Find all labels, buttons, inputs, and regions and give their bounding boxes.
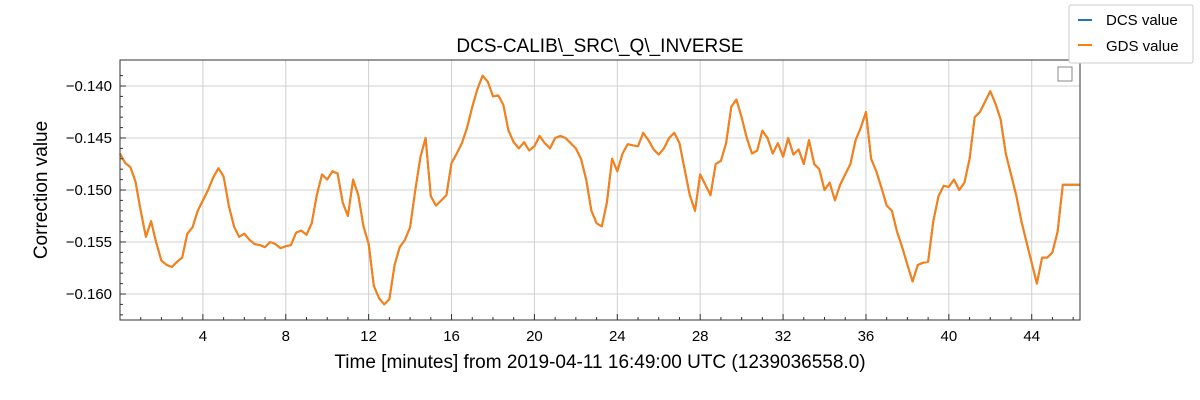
inner-legend-box [1057,66,1073,82]
series-line-gds [119,74,1080,306]
legend-label-dcs: DCS value [1106,12,1178,29]
y-tick-label: −0.160 [66,286,112,303]
x-tick-label: 28 [692,328,709,345]
x-tick-label: 32 [775,328,792,345]
legend: DCS value GDS value [1068,4,1194,64]
x-tick-label: 40 [940,328,957,345]
x-axis-title: Time [minutes] from 2019-04-11 16:49:00 … [334,352,865,373]
y-tick-label: −0.150 [66,182,112,199]
legend-label-gds: GDS value [1106,38,1179,55]
series-layer [119,74,1080,306]
x-tick-label: 8 [282,328,290,345]
grid-lines [120,60,1080,320]
y-tick-label: −0.145 [66,130,112,147]
chart-title: DCS-CALIB\_SRC\_Q\_INVERSE [456,36,743,57]
legend-frame [1068,4,1194,64]
x-tick-label: 16 [443,328,460,345]
y-tick-label: −0.140 [66,78,112,95]
x-tick-label: 20 [526,328,543,345]
axis-ticks: 4 8 12 16 20 24 28 32 36 40 44 −0.160 −0.155 −0.150 −0… [66,75,1074,345]
x-tick-label: 12 [360,328,377,345]
x-tick-label: 36 [858,328,875,345]
x-tick-label: 4 [199,328,207,345]
y-axis-title: Correction value [31,121,52,259]
y-tick-label: −0.155 [66,234,112,251]
x-tick-label: 44 [1023,328,1040,345]
x-tick-label: 24 [609,328,626,345]
